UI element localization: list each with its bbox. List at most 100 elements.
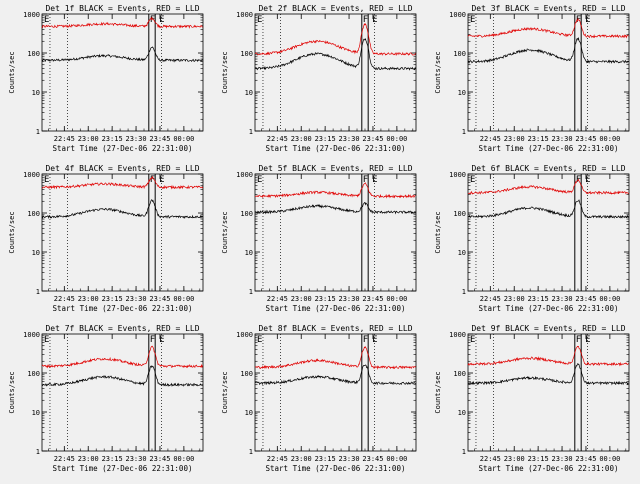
x-tick-label: 23:15 <box>528 455 549 463</box>
e-marker-label: E <box>372 175 377 185</box>
lld-line <box>467 17 629 39</box>
y-tick-label: 10 <box>32 89 40 97</box>
x-tick-label: 00:00 <box>173 295 194 303</box>
x-tick-label: 23:30 <box>552 295 573 303</box>
x-tick-label: 22:45 <box>480 455 501 463</box>
lld-line <box>467 345 629 367</box>
y-axis-label: Counts/sec <box>434 51 442 93</box>
lld-line <box>41 345 204 369</box>
x-tick-label: 23:30 <box>126 135 147 143</box>
y-tick-label: 1 <box>36 288 40 296</box>
x-tick-label: 00:00 <box>173 135 194 143</box>
x-axis-label: Start Time (27-Dec-06 22:31:00) <box>266 144 406 153</box>
f-marker-label: F <box>363 335 368 345</box>
panel-8: Det 8f BLACK = Events, RED = LLD 1 10 100 10… <box>221 324 417 473</box>
y-tick-label: 10 <box>458 409 466 417</box>
x-tick-label: 23:15 <box>315 295 336 303</box>
plot-frame <box>41 173 204 292</box>
x-tick-label: 23:30 <box>339 135 360 143</box>
x-tick-label: 22:45 <box>267 295 288 303</box>
x-tick-label: 22:45 <box>267 455 288 463</box>
e-marker-label: E <box>585 335 590 345</box>
plot-frame <box>41 333 204 452</box>
y-tick-label: 100 <box>453 210 466 218</box>
x-tick-label: 23:15 <box>315 135 336 143</box>
x-tick-label: 23:15 <box>315 455 336 463</box>
x-tick-label: 23:00 <box>291 455 312 463</box>
panel-2: Det 2f BLACK = Events, RED = LLD 1 10 100 10… <box>221 4 417 153</box>
y-tick-label: 1000 <box>449 171 466 179</box>
x-axis-label: Start Time (27-Dec-06 22:31:00) <box>266 464 406 473</box>
panel-4: Det 4f BLACK = Events, RED = LLD 1 10 100 10… <box>8 164 204 313</box>
y-tick-label: 100 <box>240 50 253 58</box>
y-axis-label: Counts/sec <box>221 371 229 413</box>
panel-title: Det 6f BLACK = Events, RED = LLD <box>471 164 625 173</box>
x-tick-label: 23:30 <box>126 295 147 303</box>
x-tick-label: 23:00 <box>291 295 312 303</box>
events-line <box>41 199 203 220</box>
x-tick-label: 23:00 <box>504 135 525 143</box>
y-tick-label: 1000 <box>23 171 40 179</box>
plot-frame <box>467 13 630 132</box>
lld-line <box>467 178 629 196</box>
panel-title: Det 5f BLACK = Events, RED = LLD <box>258 164 412 173</box>
x-tick-label: 22:45 <box>54 135 75 143</box>
y-tick-label: 1 <box>462 448 466 456</box>
panel-5: Det 5f BLACK = Events, RED = LLD 1 10 100 10… <box>221 164 417 313</box>
plot-frame <box>41 13 204 132</box>
x-axis-label: Start Time (27-Dec-06 22:31:00) <box>479 464 619 473</box>
e-marker-label-left: E <box>257 175 262 185</box>
events-line <box>467 362 629 386</box>
x-tick-label: 23:45 <box>149 455 170 463</box>
y-tick-label: 10 <box>245 89 253 97</box>
panel-title: Det 2f BLACK = Events, RED = LLD <box>258 4 412 13</box>
f-marker-label: F <box>363 15 368 25</box>
e-marker-label: E <box>159 335 164 345</box>
y-tick-label: 10 <box>458 249 466 257</box>
panel-title: Det 4f BLACK = Events, RED = LLD <box>45 164 199 173</box>
x-tick-label: 23:00 <box>78 295 99 303</box>
e-marker-label-left: E <box>470 15 475 25</box>
x-axis-label: Start Time (27-Dec-06 22:31:00) <box>53 304 193 313</box>
x-tick-label: 22:45 <box>54 295 75 303</box>
events-line <box>41 46 203 63</box>
y-tick-label: 1 <box>249 288 253 296</box>
x-tick-label: 00:00 <box>599 135 620 143</box>
f-marker-label: F <box>576 335 581 345</box>
x-tick-label: 00:00 <box>386 135 407 143</box>
x-tick-label: 23:15 <box>102 455 123 463</box>
e-marker-label-left: E <box>257 15 262 25</box>
y-tick-label: 1 <box>36 448 40 456</box>
x-axis-label: Start Time (27-Dec-06 22:31:00) <box>266 304 406 313</box>
y-axis-label: Counts/sec <box>221 51 229 93</box>
y-tick-label: 10 <box>245 409 253 417</box>
y-tick-label: 10 <box>245 249 253 257</box>
x-axis-label: Start Time (27-Dec-06 22:31:00) <box>53 144 193 153</box>
x-tick-label: 23:15 <box>528 135 549 143</box>
lld-line <box>41 16 203 29</box>
y-tick-label: 1000 <box>236 11 253 19</box>
panel-title: Det 7f BLACK = Events, RED = LLD <box>45 324 199 333</box>
events-line <box>467 199 630 219</box>
x-tick-label: 23:00 <box>291 135 312 143</box>
y-tick-label: 1000 <box>23 331 40 339</box>
y-tick-label: 100 <box>27 50 40 58</box>
y-tick-label: 1000 <box>236 331 253 339</box>
plot-frame <box>254 333 417 452</box>
x-tick-label: 22:45 <box>480 135 501 143</box>
x-tick-label: 00:00 <box>173 455 194 463</box>
x-tick-label: 22:45 <box>480 295 501 303</box>
y-tick-label: 1000 <box>236 171 253 179</box>
e-marker-label-left: E <box>257 335 262 345</box>
x-tick-label: 23:45 <box>362 135 383 143</box>
y-axis-label: Counts/sec <box>434 211 442 253</box>
y-tick-label: 1 <box>462 288 466 296</box>
x-tick-label: 23:45 <box>575 295 596 303</box>
y-tick-label: 10 <box>458 89 466 97</box>
e-marker-label: E <box>372 335 377 345</box>
x-tick-label: 23:15 <box>102 135 123 143</box>
x-tick-label: 22:45 <box>54 455 75 463</box>
e-marker-label-left: E <box>470 335 475 345</box>
y-tick-label: 100 <box>27 210 40 218</box>
x-tick-label: 23:30 <box>126 455 147 463</box>
